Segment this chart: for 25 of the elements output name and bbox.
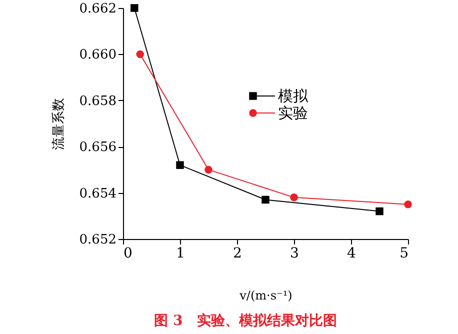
y-tick-label: 0.660 — [79, 48, 116, 63]
y-tick-label: 0.658 — [79, 94, 116, 109]
point — [290, 194, 298, 202]
caption: 图 3 实验、模拟结果对比图 — [154, 312, 337, 329]
x-axis-title: v/(m·s⁻¹) — [238, 288, 292, 302]
x-tick-label: 4 — [347, 246, 356, 262]
y-axis-title: 流量系数 — [50, 98, 66, 150]
y-tick-label: 0.652 — [79, 232, 116, 248]
legend-label: 模拟 — [278, 87, 309, 105]
x-tick-label: 0 — [124, 246, 132, 262]
x-tick-label: 2 — [233, 246, 242, 262]
x-tick-label: 3 — [290, 246, 299, 262]
x-tick-label: 1 — [176, 246, 185, 262]
point — [262, 196, 270, 204]
y-tick-label: 0.654 — [79, 186, 116, 202]
point — [204, 166, 212, 174]
point — [404, 200, 412, 208]
point — [176, 161, 184, 169]
point — [136, 50, 144, 58]
point — [130, 4, 138, 12]
legend-label: 实验 — [278, 104, 308, 122]
point — [376, 207, 384, 216]
x-tick-label: 5 — [400, 246, 408, 262]
y-tick-label: 0.662 — [79, 2, 116, 16]
y-tick-label: 0.656 — [79, 140, 116, 156]
